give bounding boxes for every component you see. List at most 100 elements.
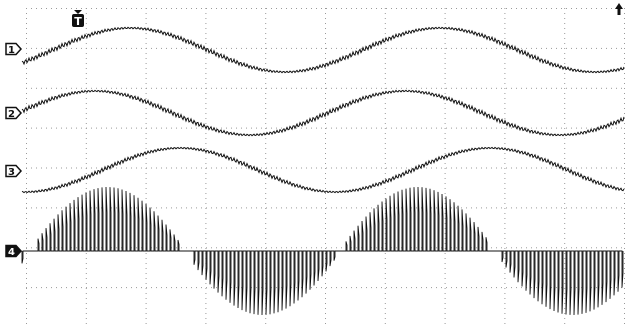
- grid-dot: [376, 167, 377, 169]
- grid-dot: [351, 87, 352, 89]
- grid-dot: [281, 167, 282, 169]
- channel-1-marker[interactable]: 1: [5, 42, 23, 57]
- grid-dot: [444, 293, 446, 294]
- grid-dot: [325, 293, 326, 294]
- grid-dot: [96, 287, 97, 289]
- grid-dot: [156, 207, 157, 209]
- grid-dot: [251, 8, 252, 9]
- grid-dot: [436, 127, 437, 129]
- grid-dot: [456, 247, 457, 249]
- grid-dot: [301, 47, 302, 49]
- grid-dot: [145, 323, 147, 324]
- grid-dot: [101, 167, 102, 169]
- grid-dot: [51, 207, 52, 209]
- grid-dot: [66, 167, 67, 169]
- grid-dot: [516, 247, 517, 249]
- grid-dot: [291, 47, 292, 49]
- grid-dot: [566, 8, 567, 9]
- grid-dot: [564, 263, 566, 264]
- channel-4-marker[interactable]: 4: [5, 244, 23, 259]
- grid-dot: [491, 127, 492, 129]
- grid-dot: [306, 207, 307, 209]
- grid-dot: [265, 323, 267, 324]
- grid-dot: [281, 8, 282, 9]
- grid-dot: [351, 8, 352, 9]
- grid-dot: [571, 287, 572, 289]
- grid-dot: [41, 47, 42, 49]
- grid-dot: [205, 238, 207, 239]
- grid-dot: [221, 87, 222, 89]
- grid-dot: [36, 167, 37, 169]
- grid-dot: [551, 287, 552, 289]
- grid-dot: [325, 198, 326, 199]
- grid-dot: [86, 287, 87, 289]
- grid-dot: [36, 47, 37, 49]
- grid-dot: [156, 127, 157, 129]
- channel-3-marker[interactable]: 3: [5, 164, 23, 179]
- grid-dot: [281, 127, 282, 129]
- grid-dot: [624, 158, 625, 159]
- grid-dot: [205, 98, 207, 99]
- grid-dot: [331, 8, 332, 9]
- grid-dot: [71, 8, 72, 9]
- grid-dot: [444, 33, 446, 34]
- grid-dot: [325, 48, 326, 49]
- grid-dot: [624, 193, 625, 194]
- grid-dot: [265, 58, 267, 59]
- grid-dot: [236, 207, 237, 209]
- horizontal-position-marker[interactable]: [615, 3, 623, 15]
- grid-dot: [444, 323, 446, 324]
- grid-dot: [221, 8, 222, 9]
- grid-dot: [101, 87, 102, 89]
- grid-dot: [451, 207, 452, 209]
- grid-dot: [131, 47, 132, 49]
- grid-dot: [601, 127, 602, 129]
- grid-dot: [581, 247, 582, 249]
- grid-dot: [271, 47, 272, 49]
- grid-dot: [564, 308, 566, 309]
- grid-dot: [624, 58, 625, 59]
- grid-dot: [624, 323, 625, 324]
- grid-dot: [265, 163, 267, 164]
- grid-dot: [624, 108, 625, 109]
- grid-dot: [416, 247, 417, 249]
- grid-dot: [26, 233, 27, 234]
- grid-dot: [205, 108, 207, 109]
- grid-dot: [401, 167, 402, 169]
- grid-dot: [331, 87, 332, 89]
- grid-dot: [504, 253, 506, 254]
- grid-dot: [301, 207, 302, 209]
- grid-dot: [551, 247, 552, 249]
- grid-dot: [145, 53, 147, 54]
- grid-dot: [26, 193, 27, 194]
- grid-dot: [205, 243, 207, 244]
- grid-dot: [85, 308, 87, 309]
- grid-dot: [251, 247, 252, 249]
- grid-dot: [66, 8, 67, 9]
- grid-dot: [471, 287, 472, 289]
- grid-dot: [145, 253, 147, 254]
- trigger-marker[interactable]: T: [72, 10, 84, 28]
- channel-2-marker[interactable]: 2: [5, 106, 23, 121]
- grid-dot: [85, 23, 87, 24]
- grid-dot: [186, 8, 187, 9]
- grid-dot: [161, 47, 162, 49]
- grid-dot: [85, 93, 87, 94]
- grid-dot: [91, 47, 92, 49]
- grid-dot: [145, 83, 147, 84]
- grid-dot: [521, 207, 522, 209]
- grid-dot: [71, 167, 72, 169]
- grid-dot: [496, 287, 497, 289]
- grid-dot: [564, 288, 566, 289]
- grid-dot: [81, 287, 82, 289]
- grid-dot: [471, 207, 472, 209]
- grid-dot: [186, 167, 187, 169]
- grid-dot: [101, 8, 102, 9]
- grid-dot: [26, 78, 27, 79]
- grid-dot: [444, 173, 446, 174]
- grid-dot: [356, 167, 357, 169]
- grid-dot: [106, 47, 107, 49]
- grid-dot: [311, 287, 312, 289]
- grid-dot: [564, 193, 566, 194]
- grid-dot: [444, 313, 446, 314]
